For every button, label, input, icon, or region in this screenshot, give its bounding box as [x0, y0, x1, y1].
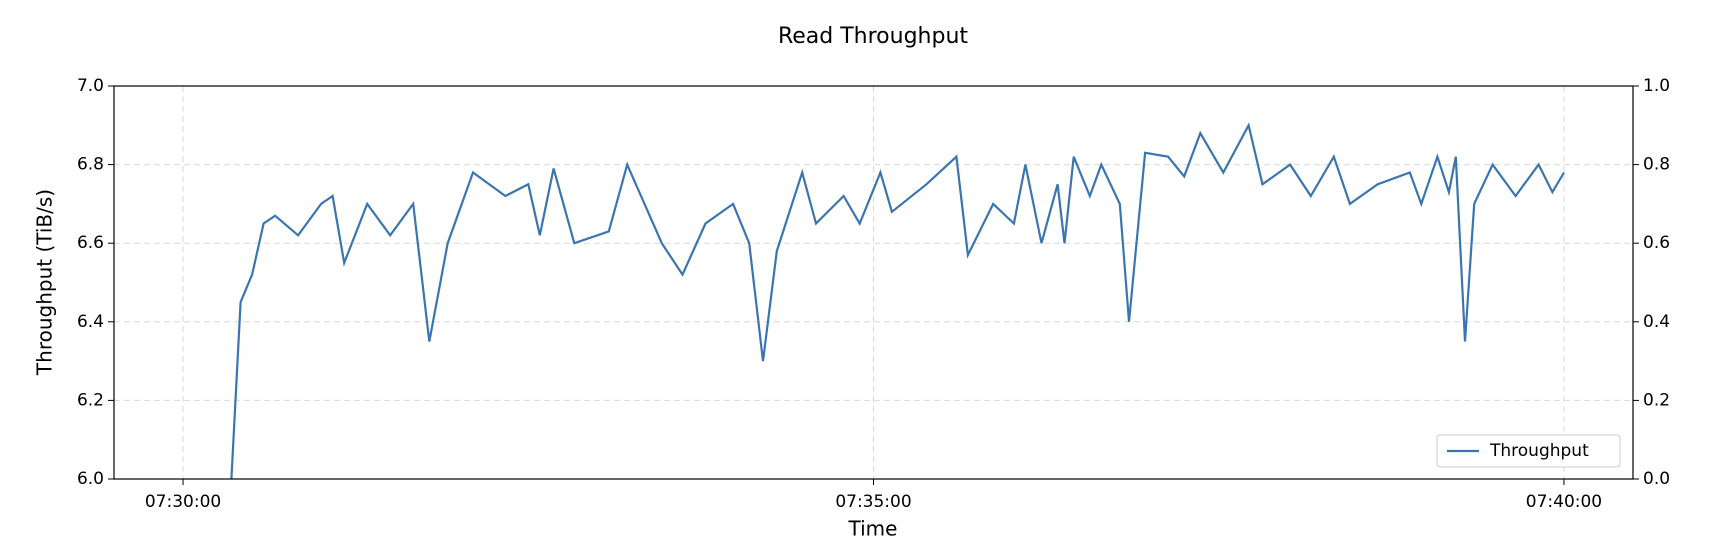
y-tick-label: 6.6 — [77, 233, 104, 253]
line-series — [230, 122, 1565, 479]
y-tick-label: 6.0 — [77, 469, 104, 489]
y2-tick-label: 0.2 — [1643, 390, 1670, 410]
plot-frame — [113, 85, 1634, 480]
y-tick-label: 7.0 — [77, 76, 104, 96]
y-axis-label: Throughput (TiB/s) — [33, 189, 57, 376]
x-tick-label: 07:35:00 — [835, 492, 911, 512]
y-tick-label: 6.2 — [77, 390, 104, 410]
chart-title: Read Throughput — [778, 24, 968, 49]
x-tick-label: 07:30:00 — [145, 492, 221, 512]
x-axis-label: Time — [848, 517, 898, 541]
y2-tick-label: 0.6 — [1643, 233, 1670, 253]
y-tick-label: 6.4 — [77, 312, 104, 332]
y-tick-label: 6.8 — [77, 155, 104, 175]
x-tick-label: 07:40:00 — [1526, 492, 1602, 512]
y2-tick-label: 0.8 — [1643, 155, 1670, 175]
y2-tick-label: 0.0 — [1643, 469, 1670, 489]
legend-label: Throughput — [1489, 441, 1589, 461]
y2-tick-label: 1.0 — [1643, 76, 1670, 96]
legend-box — [1436, 434, 1621, 468]
y2-tick-label: 0.4 — [1643, 312, 1670, 332]
